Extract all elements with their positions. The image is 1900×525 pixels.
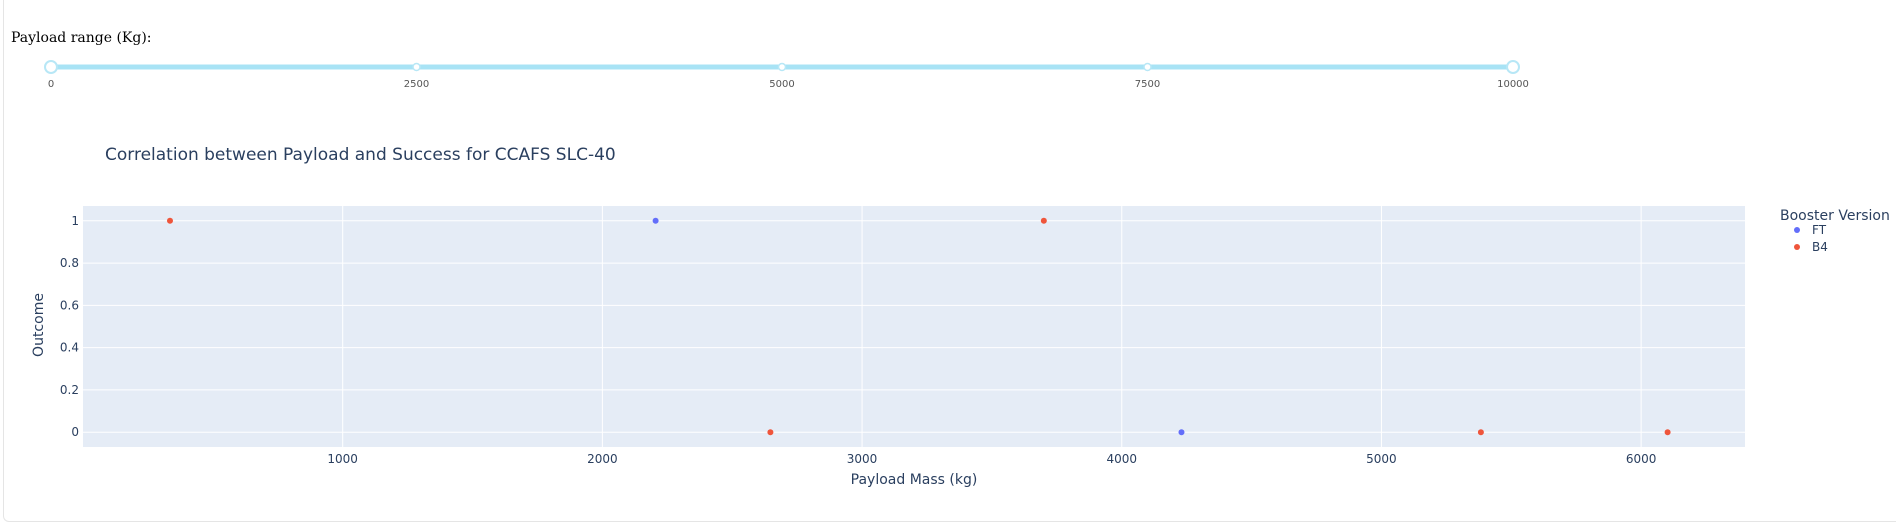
- legend-marker-ft: [1794, 227, 1800, 233]
- data-points: [166, 217, 1671, 436]
- y-tick-label: 0.2: [60, 383, 79, 397]
- y-tick-label: 0.6: [60, 298, 79, 312]
- legend-item-label: B4: [1812, 240, 1828, 254]
- x-axis-ticks: 1000 2000 3000 4000 5000 6000: [327, 452, 1656, 466]
- slider-mark-label: 0: [48, 79, 54, 90]
- y-tick-label: 1: [71, 214, 79, 228]
- slider-mark-label: 10000: [1497, 79, 1529, 90]
- x-tick-label: 3000: [847, 452, 878, 466]
- legend: Booster Version FT B4: [1780, 208, 1890, 254]
- slider-mark-dot: [777, 62, 787, 72]
- y-tick-label: 0: [71, 425, 79, 439]
- y-axis-ticks: 0 0.2 0.4 0.6 0.8 1: [60, 214, 79, 439]
- slider-mark-labels: 0 2500 5000 7500 10000: [48, 79, 1529, 90]
- chart-title: Correlation between Payload and Success …: [105, 145, 616, 165]
- x-tick-label: 5000: [1366, 452, 1397, 466]
- legend-title: Booster Version: [1780, 208, 1890, 224]
- data-point-b4: [166, 217, 173, 224]
- plot-area: [83, 206, 1745, 447]
- data-point-ft: [1178, 429, 1185, 436]
- slider-mark-label: 5000: [769, 79, 794, 90]
- legend-item-label: FT: [1812, 223, 1827, 237]
- x-tick-label: 6000: [1626, 452, 1657, 466]
- x-tick-label: 2000: [587, 452, 618, 466]
- x-axis-label: Payload Mass (kg): [851, 472, 978, 488]
- slider-mark-label: 7500: [1135, 79, 1160, 90]
- data-point-b4: [1664, 429, 1671, 436]
- data-point-b4: [767, 429, 774, 436]
- x-tick-label: 4000: [1106, 452, 1137, 466]
- data-point-ft: [652, 217, 659, 224]
- slider-handle-min[interactable]: [44, 60, 58, 74]
- dashboard-frame: [3, 0, 1896, 522]
- legend-marker-b4: [1794, 244, 1800, 250]
- slider-handle-max[interactable]: [1506, 60, 1520, 74]
- y-tick-label: 0.8: [60, 256, 79, 270]
- data-point-b4: [1477, 429, 1484, 436]
- y-axis-label: Outcome: [31, 293, 47, 357]
- payload-range-slider[interactable]: 0 2500 5000 7500 10000: [0, 50, 1560, 96]
- payload-range-label: Payload range (Kg):: [11, 30, 152, 46]
- slider-mark-dot: [412, 62, 421, 72]
- slider-mark-label: 2500: [404, 79, 429, 90]
- grid-lines: [83, 206, 1745, 447]
- x-tick-label: 1000: [327, 452, 358, 466]
- data-point-b4: [1040, 217, 1047, 224]
- slider-mark-dot: [1143, 62, 1152, 72]
- y-tick-label: 0.4: [60, 341, 79, 355]
